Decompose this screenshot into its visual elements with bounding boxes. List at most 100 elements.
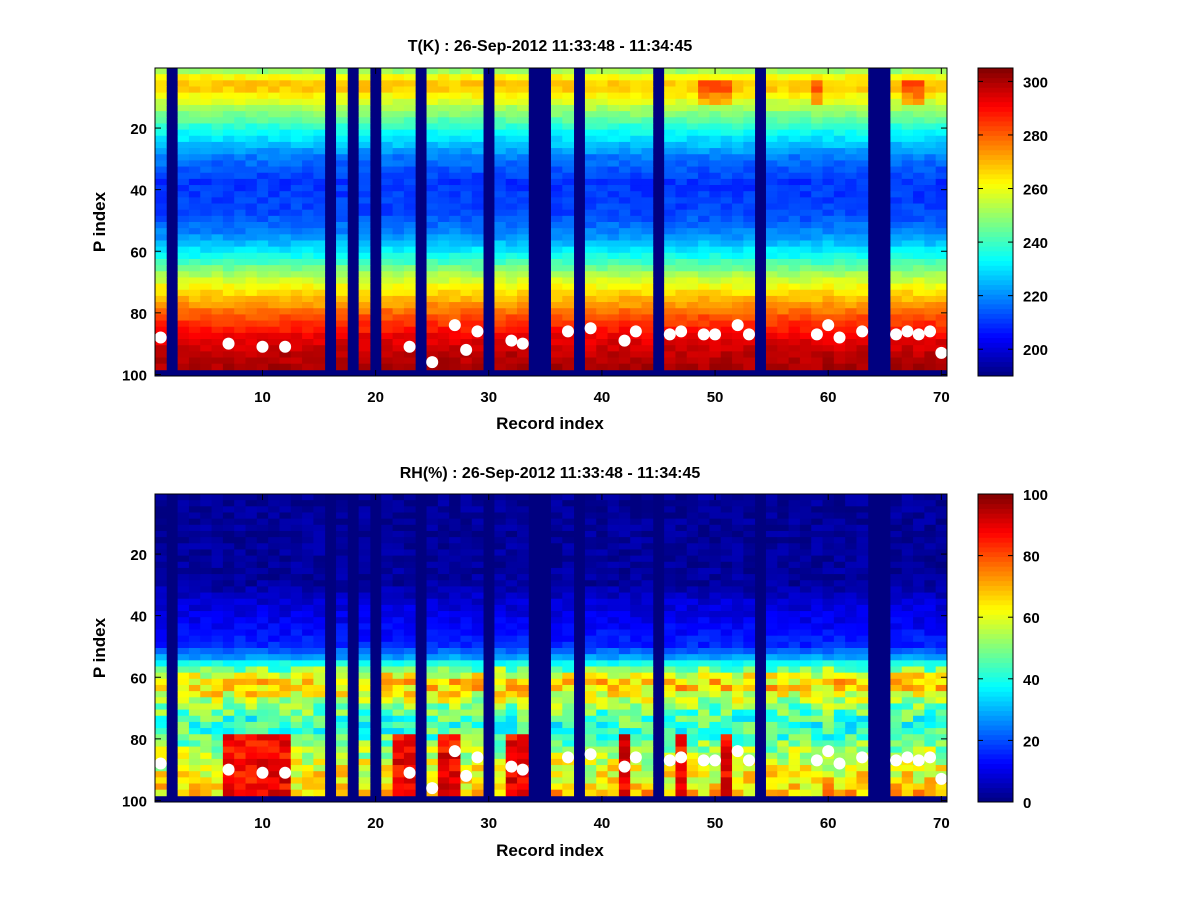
heatmap-cell: [686, 295, 699, 303]
heatmap-cell: [675, 295, 688, 303]
heatmap-cell: [562, 68, 575, 75]
heatmap-cell: [720, 234, 733, 241]
heatmap-cell: [426, 209, 439, 217]
heatmap-cell: [200, 123, 212, 130]
heatmap-cell: [743, 74, 756, 81]
heatmap-cell: [596, 617, 608, 624]
heatmap-cell: [336, 271, 348, 278]
heatmap-cell: [765, 332, 778, 340]
heatmap-cell: [279, 104, 292, 112]
heatmap-cell: [777, 92, 789, 100]
heatmap-cell: [234, 135, 246, 143]
heatmap-cell: [256, 524, 269, 532]
heatmap-cell: [607, 728, 620, 735]
heatmap-cell: [437, 604, 450, 612]
heatmap-cell: [426, 740, 439, 747]
heatmap-cell: [279, 277, 292, 284]
chart-title: T(K) : 26-Sep-2012 11:33:48 - 11:34:45: [408, 38, 693, 55]
heatmap-cell: [584, 765, 597, 772]
heatmap-cell: [765, 246, 778, 254]
heatmap-cell: [200, 166, 212, 174]
heatmap-cell: [313, 228, 326, 235]
heatmap-cell: [155, 345, 167, 352]
heatmap-cell: [358, 500, 371, 507]
heatmap-cell: [618, 345, 631, 352]
heatmap-cell: [641, 320, 654, 328]
heatmap-cell: [222, 222, 235, 229]
heatmap-cell: [788, 209, 801, 217]
heatmap-cell: [901, 271, 914, 278]
heatmap-cell: [256, 215, 269, 223]
heatmap-cell: [890, 283, 903, 291]
heatmap-cell: [596, 117, 608, 124]
heatmap-cell: [732, 691, 744, 698]
heatmap-cell: [517, 203, 529, 211]
heatmap-cell: [641, 308, 654, 315]
heatmap-cell: [245, 320, 258, 328]
heatmap-cell: [732, 500, 744, 507]
heatmap-cell: [743, 357, 756, 365]
heatmap-cell: [675, 789, 688, 797]
heatmap-cell: [256, 332, 269, 340]
heatmap-cell: [279, 326, 292, 334]
heatmap-cell: [256, 185, 269, 192]
heatmap-cell: [336, 518, 348, 526]
heatmap-cell: [664, 154, 676, 161]
heatmap-cell: [698, 148, 710, 155]
heatmap-cell: [686, 80, 699, 87]
heatmap-cell: [313, 660, 326, 667]
heatmap-cell: [336, 141, 348, 149]
heatmap-cell: [177, 363, 190, 371]
heatmap-cell: [256, 506, 269, 513]
heatmap-cell: [551, 246, 563, 254]
heatmap-cell: [607, 666, 620, 674]
heatmap-cell: [234, 357, 246, 365]
heatmap-cell: [901, 68, 914, 75]
heatmap-cell: [268, 777, 280, 784]
heatmap-cell: [392, 295, 405, 303]
heatmap-cell: [596, 289, 608, 297]
heatmap-cell: [494, 777, 507, 784]
heatmap-cell: [234, 611, 246, 618]
heatmap-cell: [403, 549, 416, 556]
heatmap-cell: [664, 512, 676, 520]
heatmap-cell: [313, 98, 326, 106]
heatmap-cell: [618, 80, 631, 87]
heatmap-cell: [732, 586, 744, 593]
heatmap-cell: [437, 228, 450, 235]
heatmap-cell: [596, 172, 608, 180]
heatmap-cell: [222, 141, 235, 149]
heatmap-cell: [765, 363, 778, 371]
heatmap-cell: [155, 524, 167, 532]
heatmap-cell: [505, 549, 518, 556]
heatmap-cell: [426, 537, 439, 544]
heatmap-cell: [732, 228, 744, 235]
heatmap-cell: [449, 512, 461, 520]
heatmap-cell: [234, 166, 246, 174]
heatmap-cell: [833, 215, 846, 223]
heatmap-cell: [596, 246, 608, 254]
heatmap-cell: [517, 703, 529, 710]
heatmap-cell: [562, 512, 575, 520]
heatmap-cell: [177, 178, 190, 186]
heatmap-cell: [584, 789, 597, 797]
heatmap-cell: [245, 357, 258, 365]
heatmap-cell: [811, 166, 823, 174]
heatmap-cell: [358, 684, 371, 692]
heatmap-cell: [313, 135, 326, 143]
heatmap-cell: [833, 80, 846, 87]
heatmap-cell: [505, 561, 518, 569]
heatmap-cell: [460, 512, 473, 520]
heatmap-cell: [675, 80, 688, 87]
heatmap-cell: [358, 715, 371, 723]
heatmap-cell: [426, 524, 439, 532]
colorbar-swatch: [978, 226, 1013, 233]
heatmap-cell: [437, 789, 450, 797]
heatmap-cell: [856, 129, 869, 137]
heatmap-cell: [403, 543, 416, 550]
heatmap-cell: [211, 740, 224, 747]
heatmap-cell: [505, 691, 518, 698]
heatmap-cell: [211, 580, 224, 587]
heatmap-cell: [799, 320, 812, 328]
heatmap-cell: [675, 104, 688, 112]
